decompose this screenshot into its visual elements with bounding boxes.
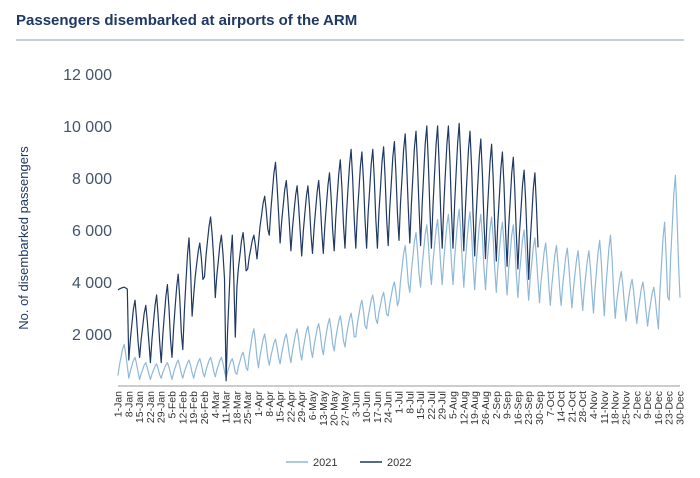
x-tick-label: 18-Nov (610, 390, 622, 425)
y-tick-label: 8 000 (72, 171, 112, 188)
y-tick-label: 10 000 (63, 119, 112, 136)
x-tick-label: 14-Oct (556, 391, 568, 423)
x-tick-label: 2-Dec (631, 391, 643, 419)
x-tick-label: 11-Nov (599, 390, 611, 424)
series-line-2022 (117, 122, 539, 382)
x-tick-label: 1-Jan (113, 391, 125, 417)
x-tick-label: 22-Jan (145, 391, 157, 423)
x-tick-label: 2-Sep (491, 391, 503, 419)
y-tick-label: 6 000 (72, 223, 112, 240)
x-tick-label: 9-Dec (642, 391, 654, 419)
x-tick-label: 15-Jan (134, 391, 146, 423)
x-tick-label: 26-Aug (480, 391, 492, 425)
legend: 2021 2022 (286, 457, 411, 469)
x-tick-labels: 1-Jan8-Jan15-Jan22-Jan29-Jan5-Feb12-Feb1… (113, 390, 687, 426)
x-tick-label: 3-Jun (350, 391, 362, 417)
x-tick-label: 29-Jul (437, 391, 449, 420)
x-tick-label: 1-Jul (394, 391, 406, 414)
y-tick-label: 4 000 (72, 275, 112, 292)
x-tick-label: 13-May (318, 390, 330, 426)
legend-label-2022: 2022 (387, 457, 411, 469)
x-tick-label: 10-Jun (361, 391, 373, 423)
x-tick-label: 30-Sep (534, 391, 546, 425)
x-tick-label: 15-Jul (415, 391, 427, 420)
x-tick-label: 1-Apr (253, 391, 265, 417)
y-tick-label: 2 000 (72, 327, 112, 344)
x-tick-label: 21-Oct (566, 391, 578, 423)
x-tick-label: 28-Oct (577, 391, 589, 423)
x-tick-label: 29-Apr (296, 390, 308, 422)
x-tick-label: 20-May (329, 390, 341, 426)
chart-title: Passengers disembarked at airports of th… (16, 12, 358, 29)
x-tick-label: 16-Dec (653, 391, 665, 425)
x-tick-label: 27-May (339, 390, 351, 426)
x-tick-label: 4-Nov (588, 390, 600, 419)
x-tick-label: 25-Nov (620, 390, 632, 425)
y-tick-label: 12 000 (63, 67, 112, 84)
x-tick-label: 23-Dec (664, 391, 676, 425)
x-tick-label: 4-Mar (210, 390, 222, 418)
x-tick-label: 15-Apr (275, 390, 287, 422)
x-tick-label: 18-Mar (231, 391, 243, 425)
title-divider (16, 39, 684, 41)
x-tick-label: 5-Feb (167, 391, 179, 419)
x-tick-label: 8-Jan (123, 391, 135, 417)
x-tick-label: 11-Mar (221, 391, 233, 424)
x-tick-label: 8-Apr (264, 391, 276, 417)
x-tick-label: 6-May (307, 390, 319, 420)
x-tick-label: 5-Aug (448, 391, 460, 419)
x-tick-label: 19-Aug (469, 391, 481, 425)
x-tick-label: 9-Sep (502, 391, 514, 419)
x-tick-label: 19-Feb (188, 391, 200, 424)
x-tick-label: 12-Aug (458, 391, 470, 425)
x-tick-label: 23-Sep (523, 391, 535, 425)
x-tick-label: 22-Apr (285, 390, 297, 422)
x-tick-label: 24-Jun (383, 391, 395, 423)
x-tick-label: 26-Feb (199, 391, 211, 424)
y-tick-labels: 2 000 4 000 6 000 8 000 10 000 12 000 (63, 67, 112, 344)
x-tick-label: 16-Sep (512, 391, 524, 425)
x-tick-label: 29-Jan (156, 391, 168, 423)
legend-label-2021: 2021 (313, 457, 337, 469)
series-lines (117, 122, 681, 382)
x-tick-label: 30-Dec (675, 391, 687, 425)
x-tick-label: 7-Oct (545, 391, 557, 417)
series-line-2021 (117, 174, 681, 381)
x-tick-label: 22-Jul (426, 391, 438, 420)
x-tick-label: 25-Mar (242, 391, 254, 425)
y-axis-label: No. of disembarked passengers (16, 146, 31, 330)
x-tick-label: 12-Feb (177, 391, 189, 424)
x-tick-label: 17-Jun (372, 391, 384, 423)
x-tick-label: 8-Jul (404, 391, 416, 414)
